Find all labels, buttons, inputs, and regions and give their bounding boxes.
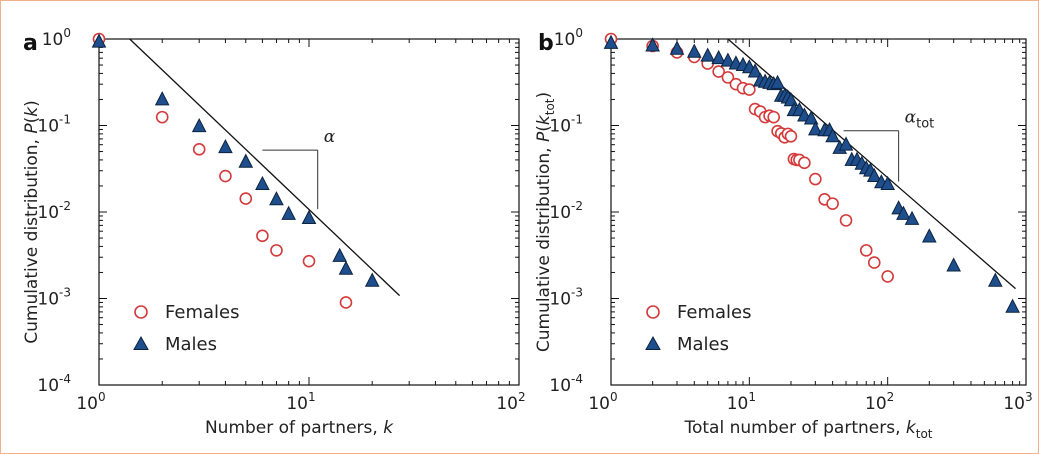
legend: Females Males	[645, 302, 751, 355]
female-data-point	[826, 197, 839, 210]
male-data-point	[896, 205, 911, 220]
female-data-point	[767, 110, 780, 124]
male-data-point	[91, 33, 107, 48]
legend-marker-males	[645, 335, 661, 350]
legend-label-females: Females	[165, 302, 239, 323]
y-tick-label: 10-4	[549, 372, 583, 396]
male-data-point	[1005, 298, 1020, 313]
y-tick-label: 10-3	[37, 286, 71, 310]
y-tick-label: 100	[42, 26, 71, 50]
x-tick-label: 101	[727, 390, 756, 414]
male-data-point	[700, 47, 716, 62]
female-data-point	[867, 256, 881, 269]
series-males	[603, 34, 1020, 313]
male-data-point	[747, 63, 763, 78]
male-data-point	[711, 49, 726, 65]
male-data-point	[770, 74, 785, 89]
x-tick-label: 100	[76, 390, 105, 414]
legend-marker-females	[646, 305, 660, 319]
female-data-point	[270, 244, 283, 257]
male-data-point	[332, 247, 348, 262]
series-males	[91, 33, 380, 287]
male-data-point	[191, 117, 207, 133]
y-tick-label: 10-2	[549, 199, 583, 223]
male-data-point	[255, 175, 270, 191]
male-data-point	[803, 110, 819, 125]
male-data-point	[880, 175, 895, 191]
male-data-point	[645, 37, 660, 52]
male-data-point	[269, 191, 284, 206]
power-law-fit-line	[129, 38, 401, 297]
female-data-point	[155, 110, 169, 124]
y-tick-label: 10-1	[549, 113, 583, 137]
legend: Females Males	[133, 302, 239, 355]
female-data-point	[784, 130, 798, 143]
x-tick-label: 102	[865, 390, 894, 414]
y-tick-label: 10-2	[37, 199, 71, 223]
female-data-point	[239, 192, 253, 205]
female-data-point	[712, 65, 725, 78]
female-data-point	[219, 169, 232, 183]
female-data-point	[192, 143, 206, 156]
male-data-point	[603, 34, 619, 49]
x-tick-label: 101	[286, 390, 315, 414]
legend-label-males: Males	[677, 334, 729, 355]
y-tick-label: 100	[554, 26, 583, 50]
female-data-point	[798, 156, 811, 170]
female-data-point	[721, 71, 735, 84]
male-data-point	[866, 167, 882, 183]
male-data-point	[301, 209, 317, 225]
y-tick-label: 10-3	[549, 286, 583, 310]
x-tick-label: 102	[496, 390, 525, 414]
male-data-point	[838, 136, 854, 151]
female-data-point	[859, 244, 873, 257]
female-data-point	[302, 254, 316, 268]
x-axis-label: Number of partners, k	[205, 418, 394, 438]
panel-letter: a	[23, 31, 38, 56]
series-females	[604, 32, 894, 283]
female-data-point	[839, 214, 853, 227]
male-data-point	[154, 91, 170, 106]
y-tick-label: 10-1	[37, 113, 71, 137]
male-data-point	[825, 128, 840, 143]
male-data-point	[338, 260, 354, 275]
male-data-point	[281, 205, 296, 220]
panel-letter: b	[538, 31, 554, 56]
slope-label: α	[324, 127, 336, 147]
male-data-point	[364, 272, 380, 287]
legend-marker-females	[134, 305, 148, 319]
legend-label-females: Females	[677, 302, 751, 323]
male-data-point	[921, 228, 937, 243]
female-data-point	[743, 83, 756, 96]
y-axis-label: Cumulative distribution, P(k)	[22, 100, 42, 344]
y-tick-label: 10-4	[37, 372, 71, 396]
male-data-point	[669, 40, 685, 55]
male-data-point	[238, 153, 254, 168]
female-data-point	[256, 229, 269, 243]
plot-frame	[610, 38, 1027, 386]
male-data-point	[987, 272, 1003, 287]
female-data-point	[339, 296, 353, 309]
male-data-point	[946, 257, 961, 272]
male-data-point	[686, 43, 702, 58]
legend-label-males: Males	[165, 334, 217, 355]
male-data-point	[218, 138, 233, 154]
male-data-point	[904, 210, 920, 225]
series-females	[92, 32, 353, 309]
female-data-point	[809, 172, 822, 186]
y-axis-label: Cumulative distribution, P(ktot)	[534, 92, 557, 352]
female-data-point	[881, 270, 894, 283]
male-data-point	[808, 121, 823, 136]
slope-label: αtot	[905, 108, 935, 132]
x-axis-label: Total number of partners, ktot	[683, 418, 932, 441]
male-data-point	[720, 52, 736, 67]
x-tick-label: 103	[1003, 390, 1032, 414]
legend-marker-males	[133, 335, 149, 350]
x-tick-label: 100	[588, 390, 617, 414]
